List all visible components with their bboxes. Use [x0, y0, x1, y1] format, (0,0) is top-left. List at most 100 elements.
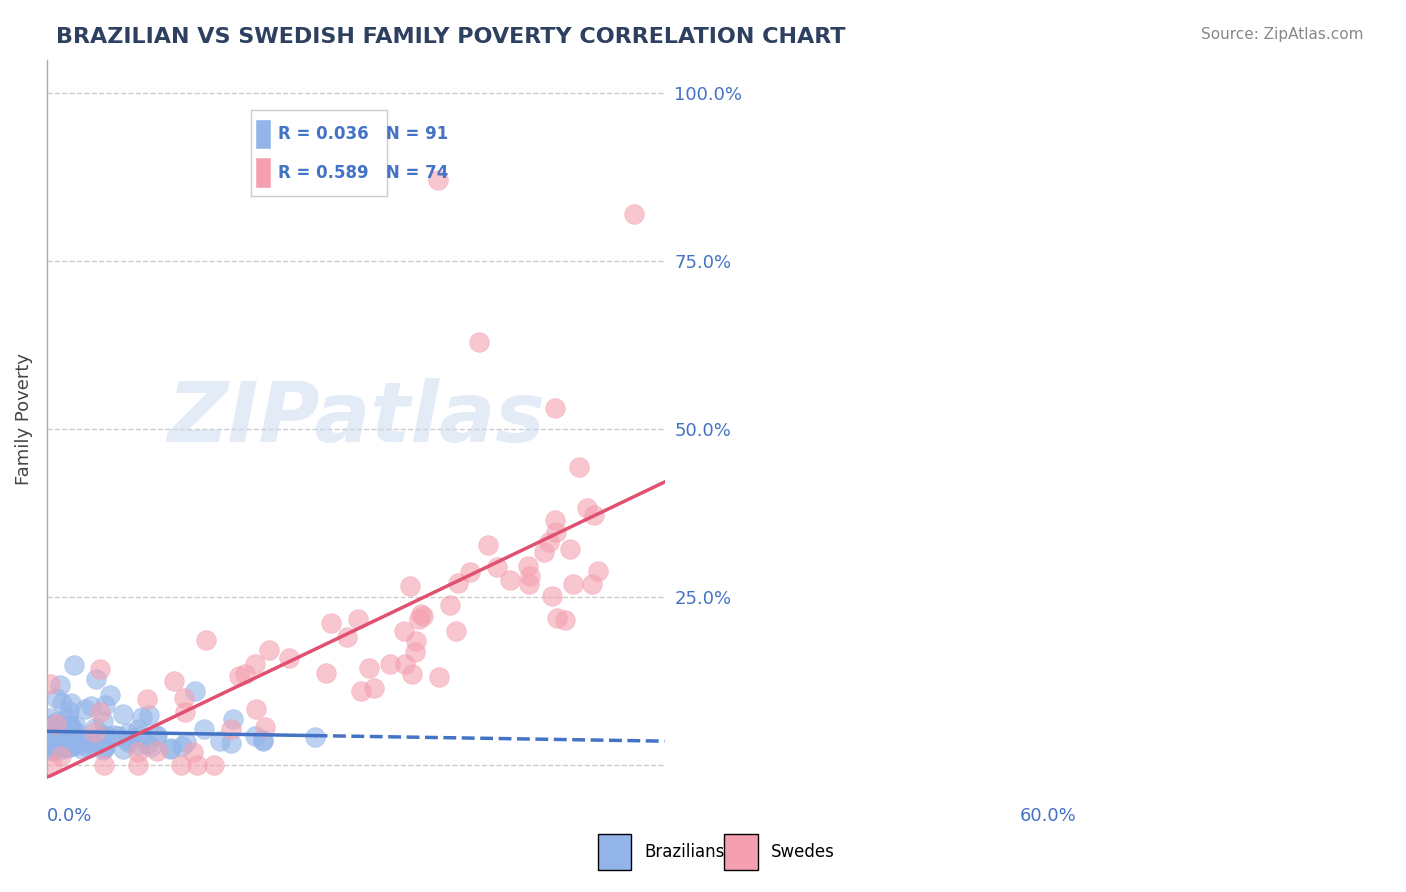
Text: Source: ZipAtlas.com: Source: ZipAtlas.com: [1201, 27, 1364, 42]
Point: [59, 719, 82, 733]
Point: [41, 718, 63, 732]
Point: [63, 658, 86, 673]
Point: [117, 733, 139, 747]
Point: [131, 710, 153, 724]
Point: [84, 672, 107, 686]
Point: [576, 500, 599, 515]
Point: [42, 744, 65, 758]
Point: [170, 739, 193, 753]
Point: [245, 702, 267, 716]
Point: [259, 642, 281, 657]
Point: [44, 739, 66, 754]
Point: [70, 742, 93, 756]
Point: [83, 724, 105, 739]
Point: [38, 677, 60, 691]
Point: [111, 742, 134, 756]
Point: [127, 723, 149, 737]
Point: [458, 565, 481, 579]
FancyBboxPatch shape: [598, 834, 631, 870]
Point: [59, 740, 82, 755]
Point: [163, 673, 186, 688]
Point: [583, 508, 606, 522]
Point: [91, 714, 114, 728]
Point: [447, 576, 470, 591]
Point: [138, 708, 160, 723]
Point: [145, 729, 167, 743]
Point: [186, 757, 208, 772]
Y-axis label: Family Poverty: Family Poverty: [15, 353, 32, 485]
Point: [194, 632, 217, 647]
Point: [404, 645, 426, 659]
Point: [561, 577, 583, 591]
Text: 0.0%: 0.0%: [46, 807, 93, 825]
Point: [98, 688, 121, 702]
Point: [546, 610, 568, 624]
Point: [405, 633, 427, 648]
Point: [93, 741, 115, 756]
Point: [544, 513, 567, 527]
Point: [75, 735, 97, 749]
Point: [45, 690, 67, 705]
Point: [252, 732, 274, 747]
Text: Swedes: Swedes: [770, 843, 834, 861]
Point: [485, 560, 508, 574]
Point: [409, 607, 432, 621]
Point: [219, 736, 242, 750]
Point: [170, 757, 193, 772]
Point: [184, 683, 207, 698]
Point: [48, 733, 70, 747]
Point: [581, 577, 603, 591]
Point: [568, 459, 591, 474]
Point: [44, 741, 66, 756]
Point: [48, 678, 70, 692]
Point: [55, 740, 77, 755]
Point: [350, 684, 373, 698]
Point: [193, 723, 215, 737]
Point: [516, 558, 538, 573]
Point: [127, 757, 149, 772]
Point: [278, 650, 301, 665]
Point: [321, 615, 343, 630]
Point: [37, 729, 59, 743]
Point: [46, 731, 69, 745]
Point: [39, 733, 62, 747]
Point: [58, 711, 80, 725]
Point: [77, 741, 100, 756]
Point: [222, 712, 245, 726]
Point: [401, 667, 423, 681]
Point: [427, 173, 450, 187]
Point: [128, 729, 150, 743]
Point: [136, 737, 159, 751]
Point: [39, 723, 62, 738]
Point: [159, 741, 181, 756]
Point: [38, 736, 60, 750]
Point: [117, 726, 139, 740]
Point: [63, 726, 86, 740]
Point: [37, 723, 59, 738]
Point: [146, 728, 169, 742]
Point: [55, 736, 77, 750]
Point: [56, 737, 79, 751]
Point: [56, 739, 79, 753]
Point: [103, 728, 125, 742]
Point: [127, 739, 149, 753]
Point: [45, 716, 67, 731]
Point: [315, 666, 337, 681]
Point: [394, 657, 416, 671]
FancyBboxPatch shape: [724, 834, 758, 870]
Point: [243, 657, 266, 672]
Point: [174, 705, 197, 719]
Point: [399, 579, 422, 593]
Point: [181, 745, 204, 759]
Point: [173, 690, 195, 705]
Point: [160, 741, 183, 756]
Point: [60, 739, 83, 753]
Point: [554, 613, 576, 627]
Point: [243, 729, 266, 743]
Point: [82, 739, 104, 753]
Point: [72, 732, 94, 747]
Point: [544, 401, 567, 415]
Point: [89, 706, 111, 720]
Point: [357, 661, 380, 675]
Point: [41, 730, 63, 744]
